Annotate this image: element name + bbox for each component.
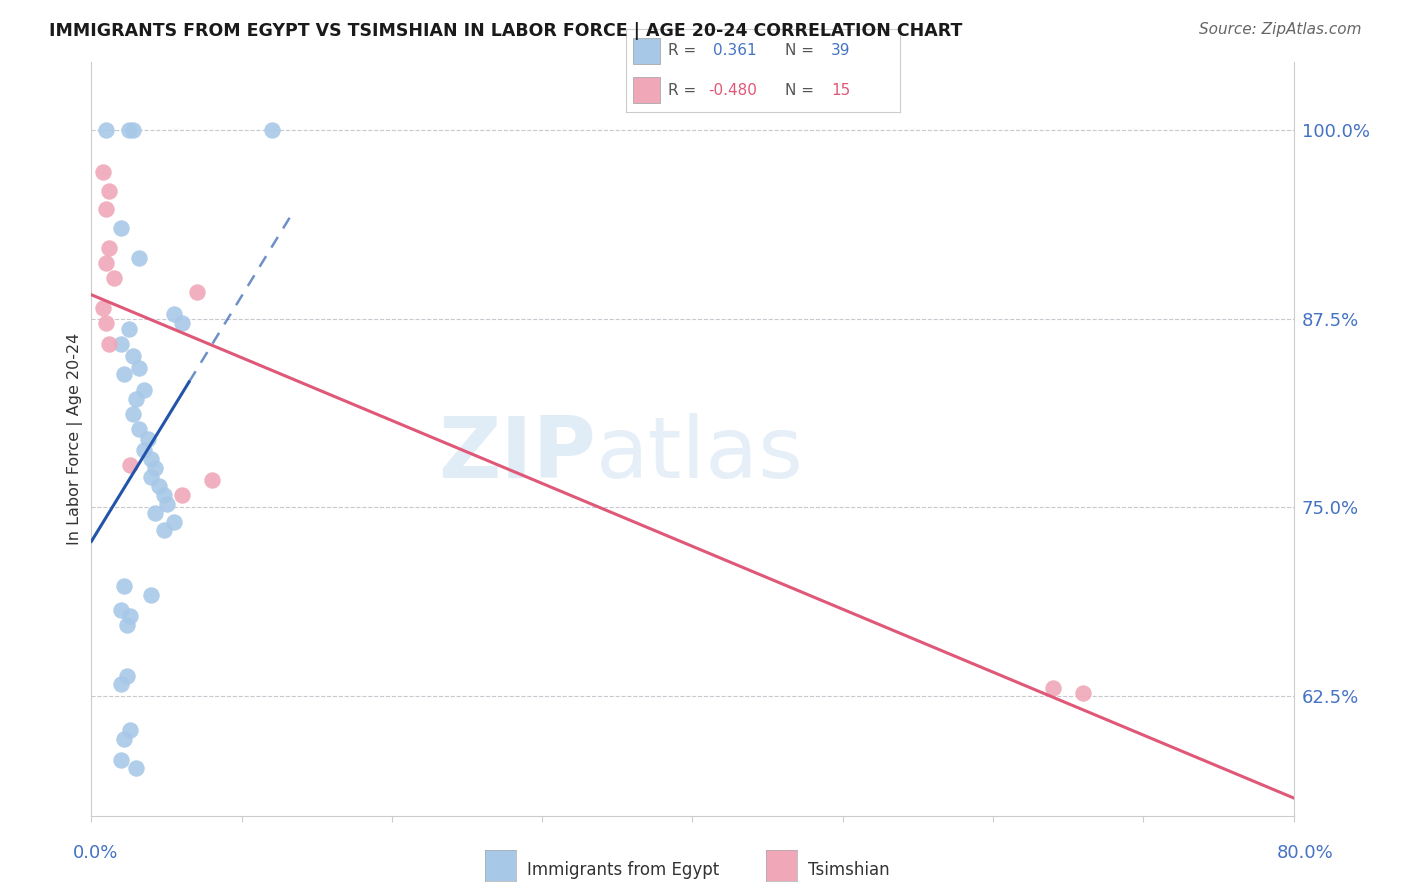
- Point: [96, 316, 118, 330]
- Bar: [633, 37, 659, 64]
- Text: Immigrants from Egypt: Immigrants from Egypt: [527, 861, 720, 879]
- Point: [141, 451, 163, 466]
- Point: [163, 307, 186, 321]
- Text: atlas: atlas: [596, 413, 804, 496]
- Point: [120, 723, 142, 738]
- Point: [96, 202, 118, 216]
- Point: [122, 350, 145, 364]
- Text: R =: R =: [668, 44, 702, 58]
- Text: Source: ZipAtlas.com: Source: ZipAtlas.com: [1198, 22, 1361, 37]
- Bar: [633, 77, 659, 103]
- Point: [132, 442, 155, 457]
- Text: N =: N =: [785, 83, 818, 97]
- Point: [163, 515, 186, 529]
- Point: [170, 488, 193, 502]
- Point: [128, 422, 150, 436]
- Point: [141, 588, 163, 602]
- Point: [128, 252, 150, 266]
- Point: [141, 470, 163, 484]
- Point: [122, 123, 145, 137]
- Point: [152, 523, 174, 537]
- Point: [110, 337, 132, 351]
- Point: [96, 123, 118, 137]
- Text: 0.361: 0.361: [713, 44, 756, 58]
- Text: 39: 39: [831, 44, 851, 58]
- Point: [120, 458, 142, 472]
- Point: [186, 285, 208, 299]
- Point: [122, 407, 145, 421]
- Text: ZIP: ZIP: [439, 413, 596, 496]
- Text: -0.480: -0.480: [707, 83, 756, 97]
- Point: [98, 337, 121, 351]
- Point: [143, 506, 166, 520]
- Point: [98, 184, 121, 198]
- Point: [114, 578, 136, 592]
- Point: [114, 368, 136, 382]
- Text: 0.0%: 0.0%: [73, 844, 118, 862]
- Y-axis label: In Labor Force | Age 20-24: In Labor Force | Age 20-24: [67, 334, 83, 545]
- Text: 15: 15: [831, 83, 851, 97]
- Point: [118, 123, 141, 137]
- Point: [128, 361, 150, 376]
- Point: [93, 165, 115, 179]
- Point: [103, 271, 125, 285]
- Point: [117, 669, 139, 683]
- Point: [96, 256, 118, 270]
- Text: R =: R =: [668, 83, 702, 97]
- Point: [201, 473, 224, 487]
- Point: [110, 676, 132, 690]
- Point: [148, 479, 170, 493]
- Text: N =: N =: [785, 44, 818, 58]
- Point: [138, 432, 160, 446]
- Point: [110, 602, 132, 616]
- Point: [118, 322, 141, 336]
- Point: [1071, 685, 1094, 699]
- Point: [110, 753, 132, 767]
- Point: [143, 461, 166, 475]
- Point: [155, 497, 177, 511]
- Point: [114, 732, 136, 747]
- Text: IMMIGRANTS FROM EGYPT VS TSIMSHIAN IN LABOR FORCE | AGE 20-24 CORRELATION CHART: IMMIGRANTS FROM EGYPT VS TSIMSHIAN IN LA…: [49, 22, 963, 40]
- Point: [125, 761, 148, 775]
- Point: [132, 383, 155, 397]
- Point: [1042, 681, 1064, 695]
- Point: [170, 316, 193, 330]
- Text: Tsimshian: Tsimshian: [808, 861, 890, 879]
- Point: [93, 301, 115, 315]
- Point: [117, 617, 139, 632]
- Point: [110, 221, 132, 235]
- Text: 80.0%: 80.0%: [1277, 844, 1333, 862]
- Point: [120, 608, 142, 623]
- Point: [125, 392, 148, 406]
- Point: [98, 241, 121, 255]
- Point: [260, 123, 283, 137]
- Point: [152, 488, 174, 502]
